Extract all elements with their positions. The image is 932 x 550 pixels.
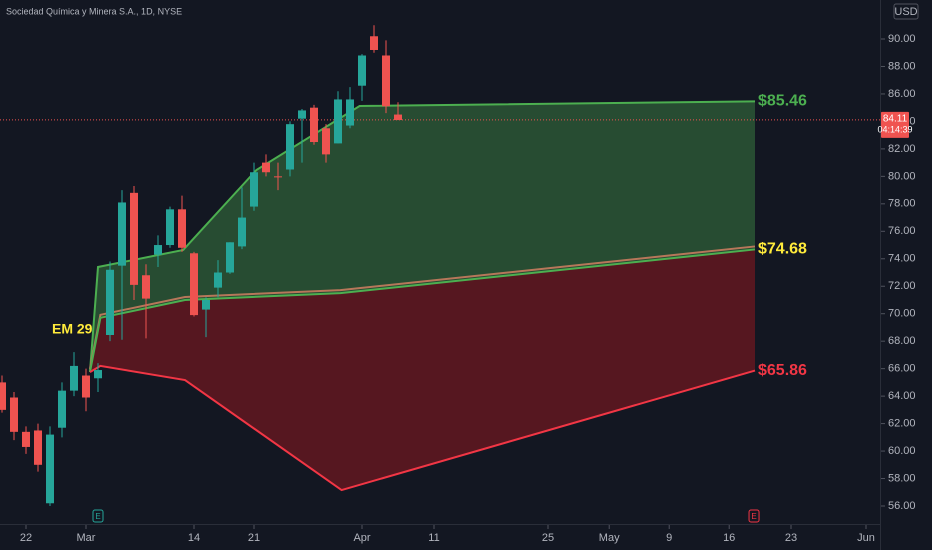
y-tick-label: 88.00 bbox=[888, 60, 916, 72]
candle-body bbox=[178, 209, 186, 248]
y-tick-label: 80.00 bbox=[888, 170, 916, 182]
candle-body bbox=[10, 397, 18, 432]
candle-body bbox=[58, 390, 66, 428]
y-tick-label: 76.00 bbox=[888, 225, 916, 237]
candle-body bbox=[46, 434, 54, 504]
y-tick-label: 90.00 bbox=[888, 33, 916, 45]
y-tick-label: 56.00 bbox=[888, 500, 916, 512]
event-icon[interactable] bbox=[92, 509, 104, 523]
candle-body bbox=[358, 55, 366, 86]
candle-body bbox=[262, 162, 270, 173]
candle-body bbox=[334, 99, 342, 144]
candle-body bbox=[274, 176, 282, 178]
last-price-tag bbox=[881, 111, 909, 138]
x-tick-label: 9 bbox=[666, 532, 672, 544]
lower-line bbox=[89, 364, 756, 492]
candle-body bbox=[238, 217, 246, 247]
event-label: E bbox=[95, 512, 100, 521]
upper-value-label: $85.46 bbox=[758, 93, 807, 110]
candle-body bbox=[394, 114, 402, 121]
candle-body bbox=[202, 299, 210, 310]
last-price-label: 84.11 bbox=[883, 114, 908, 125]
y-tick-label: 62.00 bbox=[888, 418, 916, 430]
event-label: E bbox=[751, 512, 756, 521]
candle-body bbox=[130, 192, 138, 285]
lower-value-label: $65.86 bbox=[758, 362, 807, 379]
candle-body bbox=[346, 99, 354, 126]
y-tick-label: 58.00 bbox=[888, 472, 916, 484]
y-tick-label: 60.00 bbox=[888, 445, 916, 457]
y-tick-label: 86.00 bbox=[888, 88, 916, 100]
x-tick-label: 11 bbox=[428, 532, 439, 544]
candle-body bbox=[382, 55, 390, 107]
candle-body bbox=[70, 365, 78, 391]
candle-body bbox=[82, 375, 90, 398]
x-tick-label: May bbox=[599, 532, 620, 544]
x-tick-label: 25 bbox=[542, 532, 554, 544]
candle-body bbox=[142, 275, 150, 299]
x-tick-label: 21 bbox=[248, 532, 260, 544]
candle-body bbox=[370, 36, 378, 50]
middle-line bbox=[88, 248, 756, 373]
candle-body bbox=[214, 272, 222, 288]
currency-box[interactable] bbox=[893, 3, 919, 20]
candle-body bbox=[250, 172, 258, 207]
candle-body bbox=[0, 382, 6, 410]
currency[interactable]: USD bbox=[894, 6, 917, 18]
x-tick-label: 22 bbox=[20, 532, 32, 544]
y-tick-label: 78.00 bbox=[888, 198, 916, 210]
event-icon[interactable] bbox=[748, 509, 760, 523]
y-tick-label: 70.00 bbox=[888, 308, 916, 320]
y-tick-label: 68.00 bbox=[888, 335, 916, 347]
x-tick-label: 23 bbox=[785, 532, 797, 544]
y-tick-label: 82.00 bbox=[888, 143, 916, 155]
middle-value-label: $74.68 bbox=[758, 241, 807, 258]
x-tick-label: Mar bbox=[77, 532, 96, 544]
candle-body bbox=[22, 431, 30, 447]
candle-body bbox=[154, 245, 162, 255]
candle-body bbox=[322, 128, 330, 155]
upper-band-fill bbox=[89, 101, 755, 373]
x-tick-label: 14 bbox=[188, 532, 200, 544]
candle-body bbox=[310, 107, 318, 143]
candle-body bbox=[106, 269, 114, 336]
x-tick-label: Apr bbox=[353, 532, 370, 544]
countdown: 04:14:39 bbox=[877, 124, 912, 134]
y-tick-label: 74.00 bbox=[888, 253, 916, 265]
y-tick-label: 72.00 bbox=[888, 280, 916, 292]
candle-body bbox=[190, 253, 198, 316]
y-tick-label: 64.00 bbox=[888, 390, 916, 402]
candle-body bbox=[298, 110, 306, 119]
candle-body bbox=[286, 124, 294, 170]
y-tick-label: 66.00 bbox=[888, 363, 916, 375]
candle-body bbox=[226, 242, 234, 273]
upper-line bbox=[88, 100, 756, 373]
x-tick-label: Jun bbox=[857, 532, 875, 544]
candle-body bbox=[166, 209, 174, 246]
candle-body bbox=[94, 370, 102, 379]
annotation: EM 29 bbox=[52, 321, 93, 337]
candle-body bbox=[118, 202, 126, 266]
x-tick-label: 16 bbox=[723, 532, 735, 544]
candle-body bbox=[34, 430, 42, 465]
chart-title: Sociedad Química y Minera S.A., 1D, NYSE bbox=[6, 6, 182, 16]
